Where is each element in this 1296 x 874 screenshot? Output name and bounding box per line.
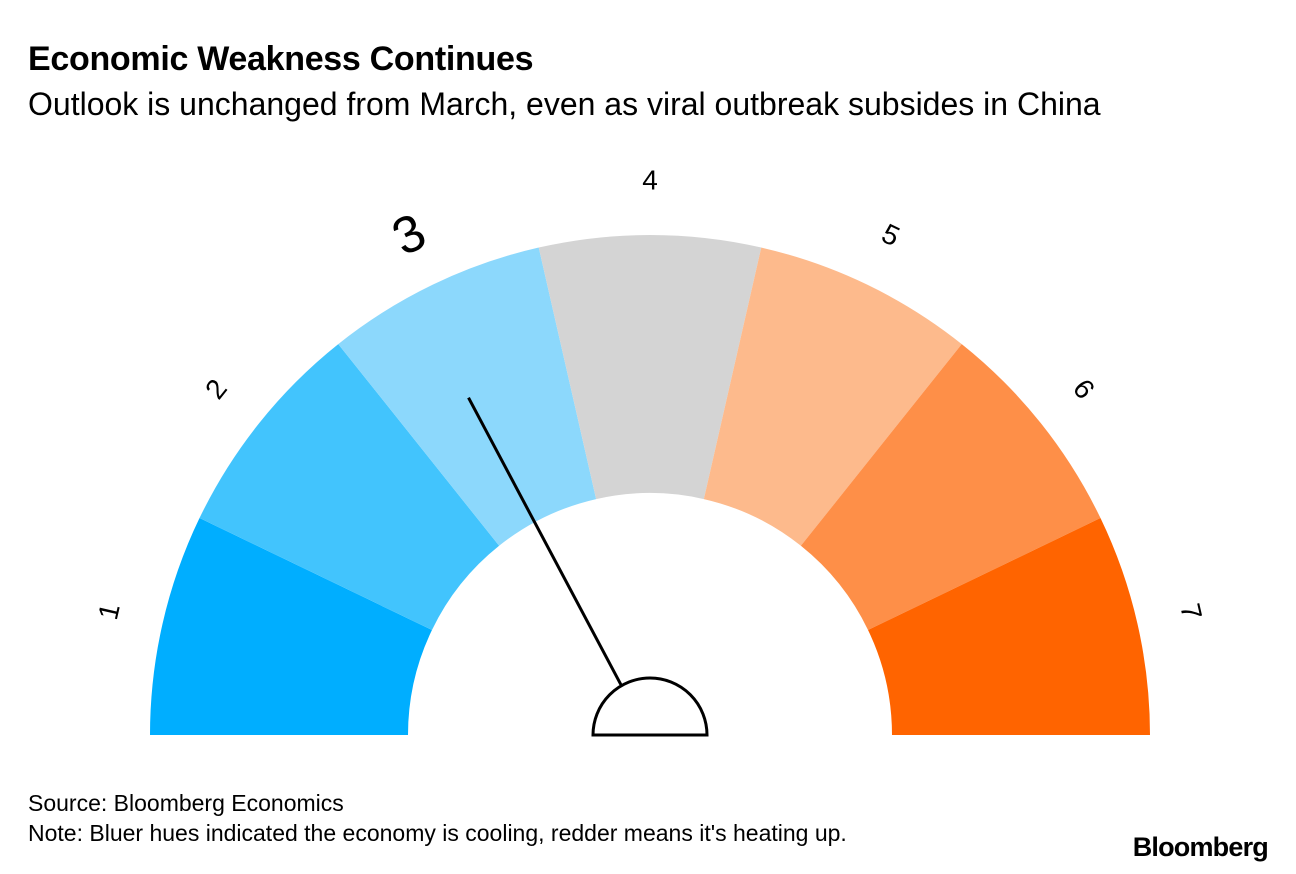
gauge-label-5: 5 <box>877 218 904 253</box>
gauge-segment-2 <box>199 344 500 630</box>
gauge-segment-7 <box>868 518 1150 735</box>
footnote: Note: Bluer hues indicated the economy i… <box>28 820 847 846</box>
gauge-label-6: 6 <box>1067 373 1101 405</box>
gauge-segment-4 <box>538 235 762 500</box>
gauge-label-3: 3 <box>384 203 435 268</box>
gauge-segment-6 <box>800 344 1101 630</box>
bloomberg-logo: Bloomberg <box>1132 832 1269 862</box>
gauge-label-7: 7 <box>1174 600 1208 622</box>
needle-hub <box>591 676 709 737</box>
gauge-label-1: 1 <box>92 600 126 622</box>
gauge-label-4: 4 <box>642 165 658 196</box>
gauge-segment-1 <box>150 518 432 735</box>
chart-subtitle: Outlook is unchanged from March, even as… <box>28 86 1101 122</box>
gauge-segment-3 <box>338 247 597 546</box>
source-note: Source: Bloomberg Economics <box>28 790 344 816</box>
gauge-needle <box>467 397 623 686</box>
gauge-segment-5 <box>703 247 962 546</box>
gauge-label-2: 2 <box>199 373 233 405</box>
chart-title: Economic Weakness Continues <box>28 40 534 78</box>
